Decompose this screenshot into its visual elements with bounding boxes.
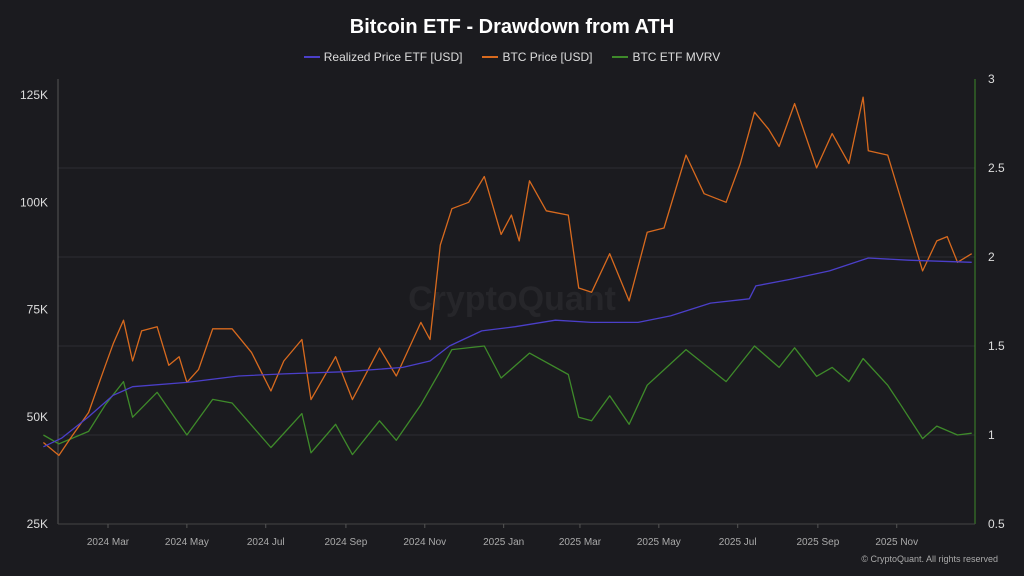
right-axis-tick-label: 0.5 xyxy=(988,517,1005,531)
legend-swatch xyxy=(482,56,499,58)
right-axis-tick-label: 1.5 xyxy=(988,339,1005,353)
legend-item-realized-price[interactable]: Realized Price ETF [USD] xyxy=(303,50,463,64)
x-axis-tick-label: 2025 Sep xyxy=(796,537,839,548)
x-axis-tick-label: 2024 Jul xyxy=(247,537,285,548)
x-axis-tick-label: 2024 Nov xyxy=(403,537,446,548)
legend-item-btc-price[interactable]: BTC Price [USD] xyxy=(482,50,592,64)
copyright: © CryptoQuant. All rights reserved xyxy=(861,554,998,564)
x-axis-tick-label: 2025 May xyxy=(637,537,681,548)
legend-label: Realized Price ETF [USD] xyxy=(323,50,463,64)
x-axis-tick-label: 2024 Mar xyxy=(87,537,130,548)
legend-swatch xyxy=(303,56,320,58)
series-line-realized-price-etf-usd- xyxy=(43,257,972,448)
right-axis-tick-label: 2.5 xyxy=(988,161,1005,175)
series-line-btc-price-usd- xyxy=(42,96,973,457)
legend-item-mvrv[interactable]: BTC ETF MVRV xyxy=(612,50,720,64)
left-axis-tick-label: 75K xyxy=(27,303,48,317)
legend-swatch xyxy=(612,56,629,58)
watermark: CryptoQuant xyxy=(408,280,616,318)
left-axis-tick-label: 125K xyxy=(20,88,48,102)
left-axis-tick-label: 25K xyxy=(27,517,48,531)
legend-label: BTC ETF MVRV xyxy=(632,50,721,64)
legend: Realized Price ETF [USD] BTC Price [USD]… xyxy=(0,50,1024,64)
chart-title: Bitcoin ETF - Drawdown from ATH xyxy=(349,16,675,38)
legend-label: BTC Price [USD] xyxy=(502,50,593,64)
x-axis-tick-label: 2024 Sep xyxy=(324,537,367,548)
x-axis-tick-label: 2025 Mar xyxy=(559,537,602,548)
series-line-btc-etf-mvrv xyxy=(43,345,972,456)
x-axis-tick-label: 2025 Nov xyxy=(875,537,918,548)
right-axis-tick-label: 1 xyxy=(988,428,995,442)
x-axis-tick-label: 2025 Jul xyxy=(719,537,757,548)
right-axis-tick-label: 2 xyxy=(988,250,995,264)
x-axis-tick-label: 2025 Jan xyxy=(483,537,524,548)
right-axis-tick-label: 3 xyxy=(988,72,995,86)
x-axis-tick-label: 2024 May xyxy=(165,537,209,548)
left-axis-tick-label: 50K xyxy=(27,410,48,424)
left-axis-tick-label: 100K xyxy=(20,195,48,209)
